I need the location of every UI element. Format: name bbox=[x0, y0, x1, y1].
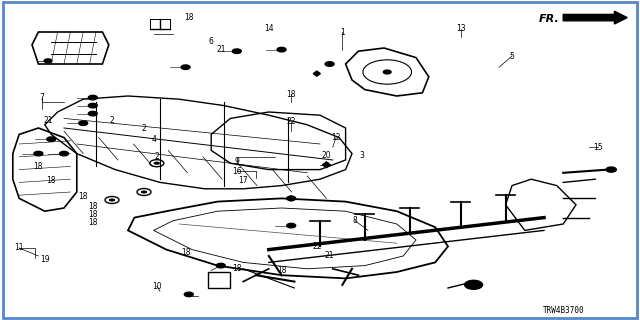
Circle shape bbox=[88, 111, 97, 116]
Text: 9: 9 bbox=[234, 157, 239, 166]
Circle shape bbox=[465, 280, 483, 289]
Text: 16: 16 bbox=[232, 167, 242, 176]
Text: 2: 2 bbox=[109, 116, 115, 124]
Circle shape bbox=[79, 121, 88, 125]
Text: 18: 18 bbox=[287, 90, 296, 99]
Text: 2: 2 bbox=[141, 124, 147, 132]
Text: 18: 18 bbox=[232, 264, 241, 273]
Text: 20: 20 bbox=[321, 151, 332, 160]
Polygon shape bbox=[563, 11, 627, 24]
Text: 14: 14 bbox=[264, 24, 274, 33]
Circle shape bbox=[34, 151, 43, 156]
Text: 7: 7 bbox=[39, 93, 44, 102]
Text: 21: 21 bbox=[216, 45, 225, 54]
Text: 11: 11 bbox=[15, 244, 24, 252]
Text: 21: 21 bbox=[325, 252, 334, 260]
Circle shape bbox=[141, 190, 147, 194]
Text: 10: 10 bbox=[152, 282, 162, 291]
Circle shape bbox=[325, 62, 334, 66]
Circle shape bbox=[88, 95, 97, 100]
Circle shape bbox=[154, 162, 160, 165]
Text: 22: 22 bbox=[312, 242, 321, 251]
Text: 13: 13 bbox=[456, 24, 466, 33]
Circle shape bbox=[47, 137, 56, 141]
Text: 2: 2 bbox=[154, 152, 159, 161]
Circle shape bbox=[287, 223, 296, 228]
Text: 18: 18 bbox=[88, 218, 97, 227]
Bar bbox=[208, 272, 230, 288]
Text: 18: 18 bbox=[184, 13, 193, 22]
Text: 18: 18 bbox=[181, 248, 190, 257]
Text: 18: 18 bbox=[277, 266, 286, 275]
Circle shape bbox=[181, 65, 190, 69]
Circle shape bbox=[184, 292, 193, 297]
Circle shape bbox=[60, 151, 68, 156]
Text: 8: 8 bbox=[353, 216, 358, 225]
Text: 22: 22 bbox=[287, 117, 296, 126]
Text: 15: 15 bbox=[593, 143, 604, 152]
Text: 18: 18 bbox=[34, 162, 43, 171]
Circle shape bbox=[383, 70, 391, 74]
Circle shape bbox=[44, 59, 52, 63]
Text: 18: 18 bbox=[88, 210, 97, 219]
Text: 5: 5 bbox=[509, 52, 515, 60]
Circle shape bbox=[216, 263, 225, 268]
Text: 6: 6 bbox=[209, 37, 214, 46]
Circle shape bbox=[232, 49, 241, 53]
Text: TRW4B3700: TRW4B3700 bbox=[542, 306, 584, 315]
Text: 18: 18 bbox=[47, 176, 56, 185]
Circle shape bbox=[277, 47, 286, 52]
Circle shape bbox=[606, 167, 616, 172]
Text: FR.: FR. bbox=[540, 14, 560, 24]
Text: 17: 17 bbox=[238, 176, 248, 185]
Text: 1: 1 bbox=[340, 28, 345, 36]
Text: 3: 3 bbox=[359, 151, 364, 160]
Text: 18: 18 bbox=[88, 202, 97, 211]
Text: 21: 21 bbox=[44, 116, 52, 124]
Circle shape bbox=[88, 103, 97, 108]
Text: 12: 12 bbox=[332, 133, 340, 142]
Circle shape bbox=[287, 196, 296, 201]
Text: 18: 18 bbox=[79, 192, 88, 201]
Polygon shape bbox=[287, 196, 295, 201]
Polygon shape bbox=[323, 162, 330, 168]
Text: 19: 19 bbox=[40, 255, 50, 264]
Circle shape bbox=[109, 198, 115, 202]
Text: 4: 4 bbox=[151, 135, 156, 144]
Polygon shape bbox=[313, 71, 321, 76]
